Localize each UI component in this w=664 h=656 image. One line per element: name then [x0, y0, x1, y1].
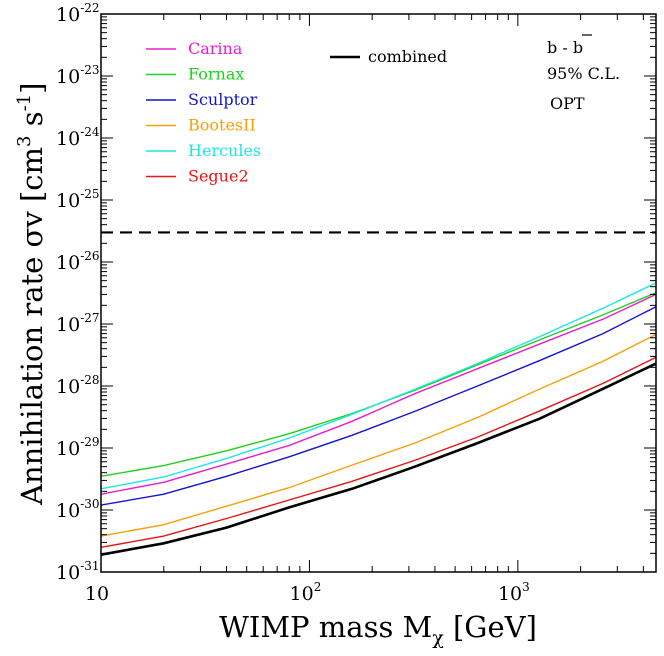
annotation-channel-b: b - — [547, 38, 573, 57]
x-tick-base: 10 — [498, 583, 522, 605]
series-line-bootesii — [100, 333, 657, 537]
x-tick-label: 10 — [85, 583, 109, 605]
y-tick-exp: -31 — [80, 559, 99, 573]
y-tick-label: 10-26 — [56, 249, 100, 274]
y-tick-label: 10-25 — [56, 187, 100, 212]
y-tick-exp: -22 — [80, 1, 99, 15]
y-tick-exp: -27 — [80, 311, 99, 325]
series-line-segue2 — [100, 356, 657, 548]
series-line-carina — [100, 293, 657, 495]
y-tick-label: 10-22 — [56, 1, 100, 26]
y-axis-title-pow3: 3 — [14, 136, 35, 147]
plot-frame — [100, 13, 657, 573]
y-tick-exp: -23 — [80, 63, 99, 77]
y-axis-title-main: Annihilation rate — [15, 247, 49, 506]
x-tick-base: 10 — [85, 583, 109, 605]
y-tick-label: 10-28 — [56, 373, 100, 398]
series-line-hercules — [100, 282, 657, 490]
y-tick-exp: -24 — [80, 125, 100, 139]
annotation-confidence: 95% C.L. — [547, 64, 620, 83]
series-layer — [100, 282, 657, 556]
series-line-fornax — [100, 292, 657, 477]
x-tick-exp: 2 — [314, 580, 322, 594]
annotation-channel-bbar: b — [573, 38, 583, 57]
x-axis-title-sub: χ — [432, 627, 444, 649]
x-axis-title-main: WIMP mass M — [219, 610, 432, 644]
y-tick-exp: -26 — [80, 249, 99, 263]
legend-label-fornax: Fornax — [188, 65, 244, 84]
y-tick-exp: -30 — [80, 497, 99, 511]
y-tick-base: 10 — [56, 376, 80, 398]
y-tick-base: 10 — [56, 252, 80, 274]
annotation-profile: OPT — [550, 94, 585, 113]
y-tick-base: 10 — [56, 190, 80, 212]
ticks-layer: 10 102 10310-3110-3010-2910-2810-2710-2610… — [56, 1, 656, 605]
x-axis-title: WIMP mass Mχ [GeV] — [219, 610, 537, 649]
legend-label-hercules: Hercules — [188, 141, 261, 160]
y-tick-label: 10-23 — [56, 63, 100, 88]
y-axis-title-symbol: σv — [15, 202, 49, 247]
y-axis-title-powm1: -1 — [14, 94, 35, 112]
legend-label-carina: Carina — [188, 39, 243, 58]
y-axis-title: Annihilation rate σv [cm3 s-1] — [14, 83, 49, 506]
axis-titles: WIMP mass Mχ [GeV] Annihilation rate σv [… — [14, 83, 537, 649]
x-tick-base: 10 — [290, 583, 314, 605]
y-tick-label: 10-29 — [56, 435, 100, 460]
x-axis-title-unit: [GeV] — [444, 610, 537, 644]
x-tick-exp: 3 — [522, 580, 530, 594]
legend-label-combined: combined — [368, 47, 447, 66]
legend: Carina Fornax Sculptor BootesII Hercules Segu… — [146, 39, 447, 186]
y-tick-base: 10 — [56, 314, 80, 336]
y-tick-base: 10 — [56, 66, 80, 88]
y-tick-exp: -25 — [80, 187, 99, 201]
y-tick-label: 10-30 — [56, 497, 100, 522]
series-line-sculptor — [100, 306, 657, 506]
y-tick-base: 10 — [56, 128, 80, 150]
y-axis-title-unit-close: ] — [15, 83, 49, 94]
series-line-combined — [100, 362, 657, 556]
annotation-layer: b - b 95% C.L. OPT — [547, 34, 620, 113]
y-tick-label: 10-24 — [56, 125, 100, 150]
y-axis-title-unit-s: s — [15, 111, 49, 135]
y-tick-label: 10-27 — [56, 311, 100, 336]
legend-label-sculptor: Sculptor — [188, 90, 258, 109]
y-tick-base: 10 — [56, 500, 80, 522]
legend-label-segue2: Segue2 — [188, 167, 249, 186]
x-tick-label: 103 — [498, 580, 530, 605]
y-tick-base: 10 — [56, 562, 80, 584]
y-tick-exp: -28 — [80, 373, 99, 387]
legend-label-bootesii: BootesII — [188, 116, 256, 135]
y-tick-base: 10 — [56, 438, 80, 460]
annotation-channel: b - b — [547, 38, 583, 57]
y-axis-title-unit-open: [cm — [15, 147, 49, 202]
y-tick-exp: -29 — [80, 435, 99, 449]
y-tick-label: 10-31 — [56, 559, 100, 584]
x-tick-label: 102 — [290, 580, 322, 605]
y-tick-base: 10 — [56, 4, 80, 26]
